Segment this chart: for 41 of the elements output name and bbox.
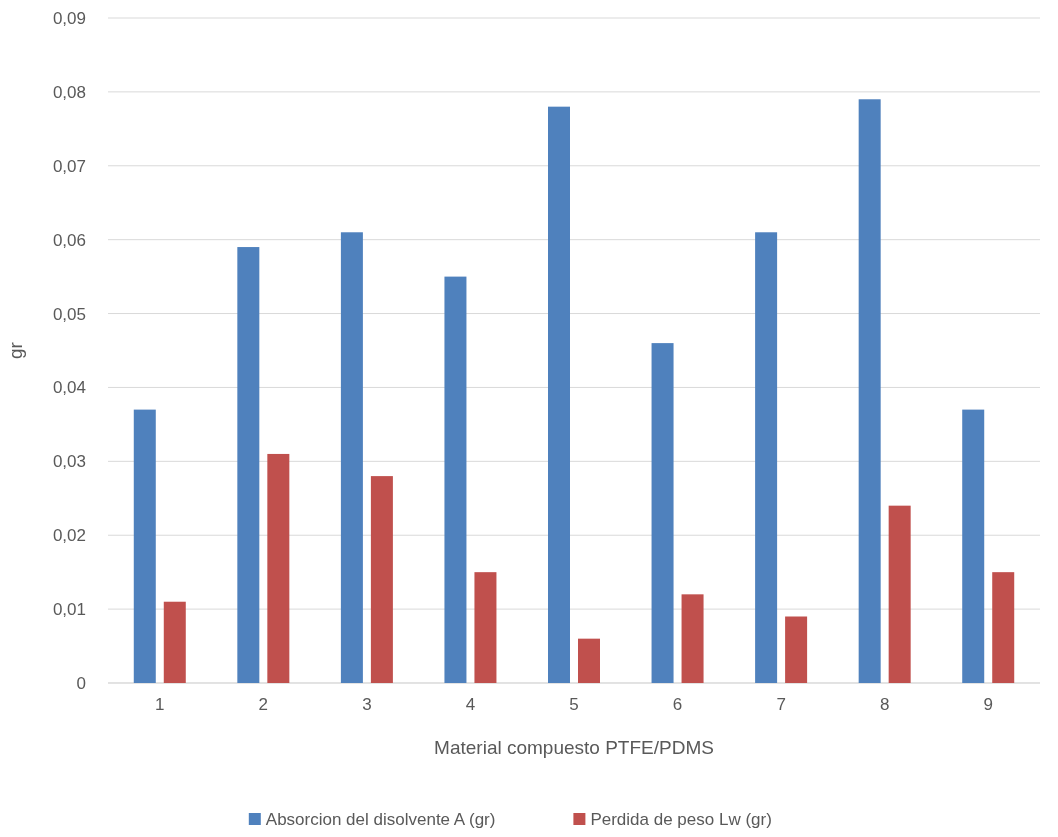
y-tick-label: 0,08	[52, 82, 86, 102]
y-tick-label: 0,02	[52, 526, 86, 546]
bar	[340, 232, 363, 683]
bar	[651, 343, 674, 683]
x-tick-label: 2	[258, 695, 269, 714]
x-tick-label: 6	[672, 695, 683, 714]
x-tick-label: 9	[983, 695, 993, 714]
y-tick-label: 0	[76, 673, 86, 693]
bar	[962, 409, 985, 683]
bar	[992, 572, 1015, 683]
y-tick-label: 0,01	[52, 600, 86, 620]
x-tick-label: 3	[362, 695, 372, 714]
x-tick-label: 7	[776, 695, 786, 714]
y-tick-label: 0,03	[52, 452, 86, 472]
x-tick-label: 1	[155, 695, 165, 714]
bar	[444, 276, 467, 683]
bar	[163, 601, 186, 683]
legend-label: Perdida de peso Lw (gr)	[590, 810, 772, 829]
bar	[474, 572, 497, 683]
bar	[370, 476, 393, 683]
legend-label: Absorcion del disolvente A (gr)	[265, 810, 496, 829]
bar	[548, 106, 570, 683]
y-tick-label: 0,07	[52, 156, 86, 176]
bar	[681, 594, 704, 683]
bar	[888, 505, 911, 683]
y-tick-label: 0,09	[52, 8, 86, 28]
y-tick-label: 0,06	[52, 230, 86, 250]
y-axis-title: gr	[5, 341, 26, 359]
x-tick-label: 8	[879, 695, 890, 714]
y-tick-label: 0,04	[52, 378, 86, 398]
bar	[578, 638, 600, 683]
bar	[785, 616, 808, 683]
bar	[237, 247, 260, 683]
bar	[267, 453, 290, 683]
bar	[133, 409, 156, 683]
x-tick-label: 4	[465, 695, 476, 714]
x-tick-label: 5	[569, 695, 579, 714]
bar	[755, 232, 778, 683]
y-tick-label: 0,05	[52, 304, 86, 324]
x-axis-title: Material compuesto PTFE/PDMS	[434, 737, 714, 758]
bar	[858, 99, 881, 683]
